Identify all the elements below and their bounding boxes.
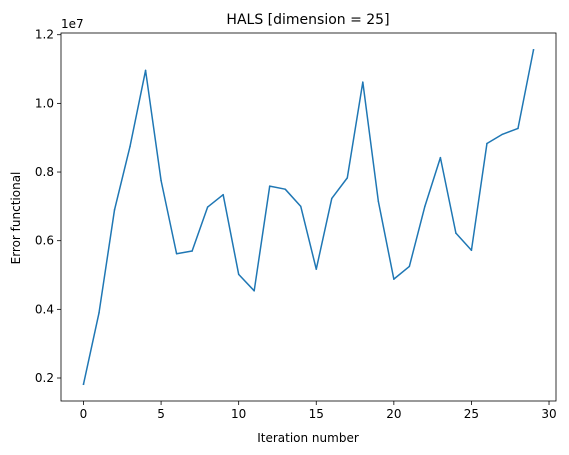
y-tick-label: 1.0 xyxy=(35,96,54,110)
data-point xyxy=(237,273,240,276)
y-axis-offset-label: 1e7 xyxy=(61,17,84,31)
y-tick-label: 0.4 xyxy=(35,302,54,316)
data-point xyxy=(486,142,488,145)
x-tick-label: 5 xyxy=(157,407,165,421)
data-point xyxy=(346,177,349,179)
data-point xyxy=(206,206,209,208)
x-tick-label: 30 xyxy=(541,407,556,421)
data-point xyxy=(455,232,457,234)
x-tick-label: 0 xyxy=(80,407,88,421)
data-point xyxy=(268,185,271,187)
data-point xyxy=(175,252,178,255)
data-point xyxy=(284,188,286,190)
data-point xyxy=(82,383,85,385)
data-point xyxy=(299,205,302,208)
data-point xyxy=(377,200,380,202)
data-point xyxy=(439,156,442,159)
data-point xyxy=(315,268,318,270)
axis-ticks: 0 5 10 15 20 25 30 0.2 0.4 0.6 0.8 1.0 1.2 xyxy=(35,28,557,421)
plot-area xyxy=(82,48,535,386)
y-tick-label: 0.6 xyxy=(35,234,54,248)
y-tick-label: 0.8 xyxy=(35,165,54,179)
data-point xyxy=(222,193,224,196)
data-point xyxy=(129,145,131,148)
x-axis-label: Iteration number xyxy=(257,431,359,445)
data-point xyxy=(191,250,193,252)
series-line-0 xyxy=(82,48,535,386)
y-tick-label: 0.2 xyxy=(35,371,54,385)
plot-frame xyxy=(60,32,557,402)
data-point xyxy=(517,127,519,130)
x-tick-label: 20 xyxy=(386,407,401,421)
y-axis-label: Error functional xyxy=(9,172,23,265)
data-point xyxy=(424,205,426,208)
data-point xyxy=(393,278,395,280)
data-point xyxy=(113,209,116,211)
data-point xyxy=(362,81,364,83)
data-point xyxy=(144,69,147,72)
x-tick-label: 10 xyxy=(231,407,246,421)
data-point xyxy=(253,290,255,292)
data-point xyxy=(470,249,473,252)
data-point xyxy=(160,179,162,182)
data-point xyxy=(408,265,411,268)
chart-title: HALS [dimension = 25] xyxy=(226,12,389,28)
y-tick-label: 1.2 xyxy=(35,28,54,42)
x-tick-label: 15 xyxy=(309,407,324,421)
data-point xyxy=(501,133,504,136)
x-tick-label: 25 xyxy=(464,407,479,421)
data-point xyxy=(331,197,333,200)
data-point xyxy=(98,312,100,314)
data-point xyxy=(532,49,535,51)
